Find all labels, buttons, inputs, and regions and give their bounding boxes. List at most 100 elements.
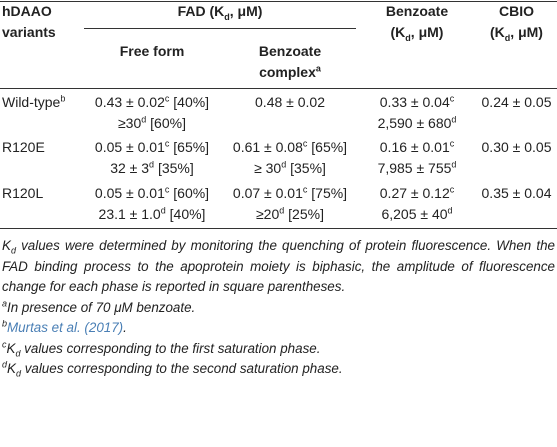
cell-line: variants	[2, 22, 82, 43]
cell-line: FAD (Kd, μM)	[82, 1, 358, 22]
superscript: d	[447, 205, 453, 216]
text: [35%]	[286, 160, 326, 176]
table-cell: 0.48 ± 0.02	[222, 92, 358, 113]
cell-line: Wild-typeb	[2, 92, 82, 113]
cell-line: R120L	[2, 183, 82, 204]
text: FAD (K	[177, 3, 225, 19]
text: K	[7, 361, 16, 376]
text: [40%]	[165, 206, 206, 222]
text: variants	[2, 24, 56, 40]
table-cell: 0.61 ± 0.08c [65%] ≥ 30d [35%]	[222, 137, 358, 179]
superscript: b	[2, 318, 8, 329]
cell-line: ≥ 30d [35%]	[222, 158, 358, 179]
table-cell: 0.24 ± 0.05	[476, 92, 557, 113]
text: 0.35 ± 0.04	[481, 185, 552, 201]
text: hDAAO	[2, 3, 52, 19]
text: 0.05 ± 0.01	[94, 185, 165, 201]
header-cell: Benzoate (Kd, μM)	[358, 1, 476, 43]
footnote: bMurtas et al. (2017).	[2, 318, 555, 339]
bottom-rule	[0, 228, 557, 229]
text: 6,205 ± 40	[381, 206, 448, 222]
cell-line: 0.05 ± 0.01c [60%]	[82, 183, 222, 204]
subscript: d	[10, 245, 16, 256]
text: K	[6, 340, 16, 356]
citation-link[interactable]: Murtas et al. (2017)	[7, 320, 124, 335]
subscript: d	[15, 348, 21, 359]
cell-line: 0.61 ± 0.08c [65%]	[222, 137, 358, 158]
text: Benzoate	[258, 43, 322, 59]
subscript: d	[15, 368, 21, 379]
footnote: cKd values corresponding to the first sa…	[2, 339, 555, 360]
text: [75%]	[307, 185, 348, 201]
text: (K	[490, 24, 505, 40]
fad-rule	[84, 28, 356, 29]
header-cell: Free form	[82, 41, 222, 62]
text: 0.05 ± 0.01	[94, 139, 165, 155]
superscript: c	[164, 138, 170, 149]
table-cell: 0.05 ± 0.01c [65%] 32 ± 3d [35%]	[82, 137, 222, 179]
cell-line: Benzoate	[358, 1, 476, 22]
text: [35%]	[154, 160, 194, 176]
superscript: c	[164, 93, 170, 104]
cell-line: (Kd, μM)	[476, 22, 557, 43]
cell-line: 0.16 ± 0.01c	[358, 137, 476, 158]
text: 0.24 ± 0.05	[481, 94, 552, 110]
table-cell: 0.30 ± 0.05	[476, 137, 557, 158]
header-cell: CBIO (Kd, μM)	[476, 1, 557, 43]
text: (K	[390, 24, 406, 40]
cell-line: 0.48 ± 0.02	[222, 92, 358, 113]
cell-line: R120E	[2, 137, 82, 158]
text: Free form	[119, 43, 185, 59]
superscript: d	[281, 159, 287, 170]
cell-line: 0.27 ± 0.12c	[358, 183, 476, 204]
table-cell: 0.43 ± 0.02c [40%] ≥30d [60%]	[82, 92, 222, 134]
cell-line: 0.30 ± 0.05	[476, 137, 557, 158]
text: complex	[259, 64, 316, 80]
cell-line: 0.05 ± 0.01c [65%]	[82, 137, 222, 158]
superscript: c	[449, 184, 455, 195]
text: 0.07 ± 0.01	[232, 185, 303, 201]
text: 0.61 ± 0.08	[232, 139, 303, 155]
table-cell: 0.07 ± 0.01c [75%] ≥20d [25%]	[222, 183, 358, 225]
table-cell: 0.27 ± 0.12c 6,205 ± 40d	[358, 183, 476, 225]
superscript: b	[60, 93, 66, 104]
superscript: c	[302, 138, 308, 149]
cell-line: complexa	[222, 62, 358, 83]
superscript: c	[449, 138, 455, 149]
cell-line: 0.33 ± 0.04c	[358, 92, 476, 113]
cell-line: 0.24 ± 0.05	[476, 92, 557, 113]
footnote: Kd values were determined by monitoring …	[2, 236, 555, 298]
superscript: d	[141, 114, 147, 125]
text: [65%]	[169, 139, 210, 155]
superscript: d	[279, 205, 285, 216]
subscript: d	[504, 32, 511, 43]
text: values were determined by monitoring the…	[2, 238, 555, 294]
superscript: a	[315, 63, 321, 74]
cell-line: 0.43 ± 0.02c [40%]	[82, 92, 222, 113]
text: 0.30 ± 0.05	[481, 139, 552, 155]
text: Wild-type	[2, 94, 61, 110]
cell-line: 0.35 ± 0.04	[476, 183, 557, 204]
text: In presence of 70 μM benzoate.	[7, 299, 196, 315]
footnotes: Kd values were determined by monitoring …	[2, 236, 555, 380]
superscript: d	[2, 359, 8, 370]
text: R120E	[2, 139, 45, 155]
cell-line: CBIO	[476, 1, 557, 22]
text: .	[123, 320, 127, 335]
text: [65%]	[307, 139, 348, 155]
footnote: aIn presence of 70 μM benzoate.	[2, 298, 555, 319]
table-cell: R120E	[2, 137, 82, 158]
superscript: d	[451, 159, 457, 170]
table-cell: 0.35 ± 0.04	[476, 183, 557, 204]
text: ≥30	[118, 115, 142, 131]
text: ≥ 30	[254, 160, 282, 176]
text: R120L	[2, 185, 44, 201]
cell-line: 32 ± 3d [35%]	[82, 158, 222, 179]
text: [40%]	[169, 94, 210, 110]
text: [60%]	[169, 185, 210, 201]
cell-line: 7,985 ± 755d	[358, 158, 476, 179]
superscript: d	[149, 159, 155, 170]
text: 23.1 ± 1.0	[98, 206, 161, 222]
superscript: c	[2, 339, 7, 350]
text: , μM)	[229, 3, 263, 19]
